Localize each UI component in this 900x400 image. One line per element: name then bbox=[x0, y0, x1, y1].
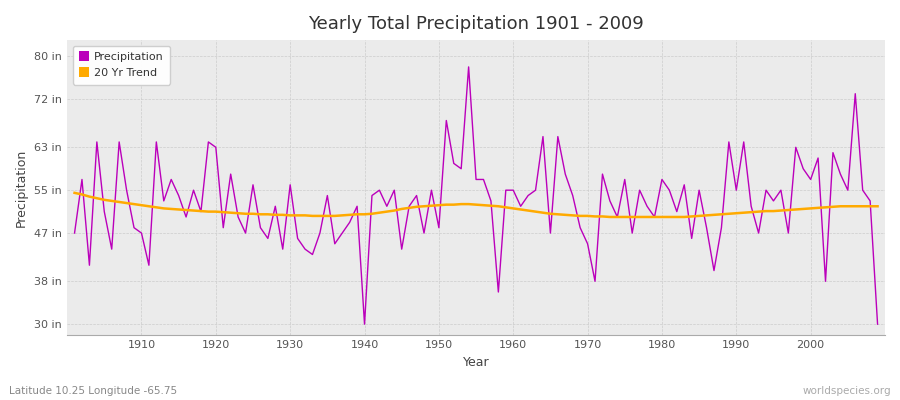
Text: worldspecies.org: worldspecies.org bbox=[803, 386, 891, 396]
X-axis label: Year: Year bbox=[463, 356, 490, 369]
Text: Latitude 10.25 Longitude -65.75: Latitude 10.25 Longitude -65.75 bbox=[9, 386, 177, 396]
Y-axis label: Precipitation: Precipitation bbox=[15, 148, 28, 227]
Title: Yearly Total Precipitation 1901 - 2009: Yearly Total Precipitation 1901 - 2009 bbox=[308, 15, 644, 33]
Legend: Precipitation, 20 Yr Trend: Precipitation, 20 Yr Trend bbox=[73, 46, 170, 84]
